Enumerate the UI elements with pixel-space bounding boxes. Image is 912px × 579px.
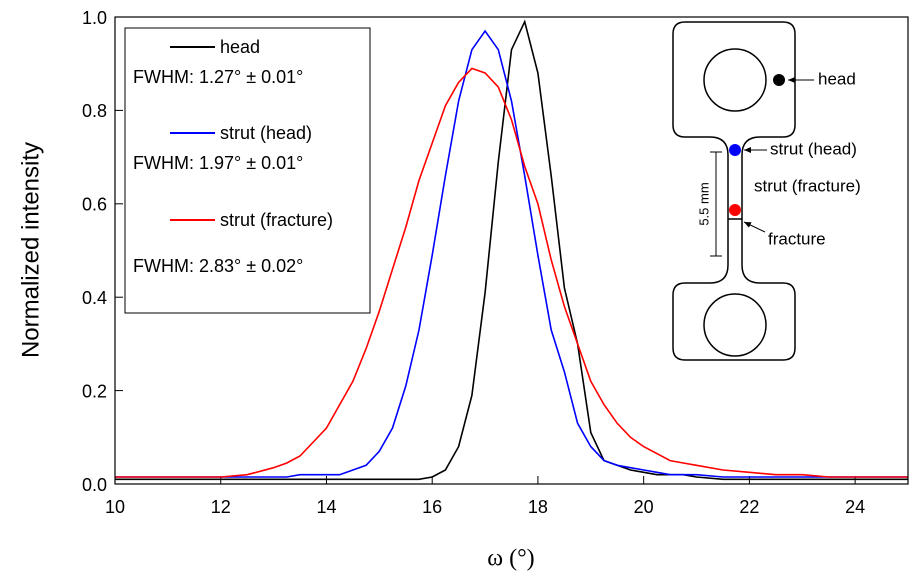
x-tick-label: 22 — [739, 497, 759, 517]
dot — [729, 144, 741, 156]
legend-label: head — [220, 37, 260, 57]
series-line — [115, 29, 908, 478]
hole — [703, 293, 767, 357]
x-tick-label: 16 — [422, 497, 442, 517]
annotation: 5.5 mm — [696, 182, 711, 225]
x-tick-label: 18 — [528, 497, 548, 517]
annotation: strut (fracture) — [754, 176, 861, 195]
y-tick-label: 0.8 — [82, 101, 107, 121]
legend-note: FWHM: 1.97° ± 0.01° — [133, 153, 303, 173]
y-axis-label: Normalized intensity — [17, 142, 44, 358]
x-tick-label: 20 — [634, 497, 654, 517]
legend-label: strut (fracture) — [220, 210, 333, 230]
dot — [773, 74, 785, 86]
x-tick-label: 10 — [105, 497, 125, 517]
arrow — [743, 221, 766, 233]
dot — [729, 204, 741, 216]
y-tick-label: 0.4 — [82, 288, 107, 308]
annotation: strut (head) — [770, 139, 857, 158]
legend-entries: head FWHM: 1.27° ± 0.01° strut (head) FWHM:… — [133, 37, 333, 276]
y-tick-label: 0.2 — [82, 381, 107, 401]
y-tick-label: 1.0 — [82, 8, 107, 28]
legend-note: FWHM: 1.27° ± 0.01° — [133, 67, 303, 87]
x-tick-label: 14 — [316, 497, 336, 517]
legend-note: FWHM: 2.83° ± 0.02° — [133, 256, 303, 276]
x-tick-label: 24 — [845, 497, 865, 517]
plot-area: 10 12 14 16 18 20 22 24 0.0 0.2 0.4 0.6 0.8 1.0 — [82, 8, 909, 517]
y-tick-label: 0.0 — [82, 475, 107, 495]
x-tick-label: 12 — [211, 497, 231, 517]
specimen-outline — [672, 21, 796, 361]
x-axis-label: ω (°) — [487, 546, 534, 572]
plot-frame — [114, 16, 909, 485]
series-line — [115, 19, 908, 481]
legend — [124, 27, 371, 314]
annotation: fracture — [768, 229, 826, 248]
legend-label: strut (head) — [220, 123, 312, 143]
series-line — [115, 67, 908, 478]
inset-diagram: head strut (head) strut (fracture) fract… — [672, 21, 861, 361]
hole — [703, 48, 767, 112]
y-tick-label: 0.6 — [82, 195, 107, 215]
annotation: head — [818, 69, 856, 88]
